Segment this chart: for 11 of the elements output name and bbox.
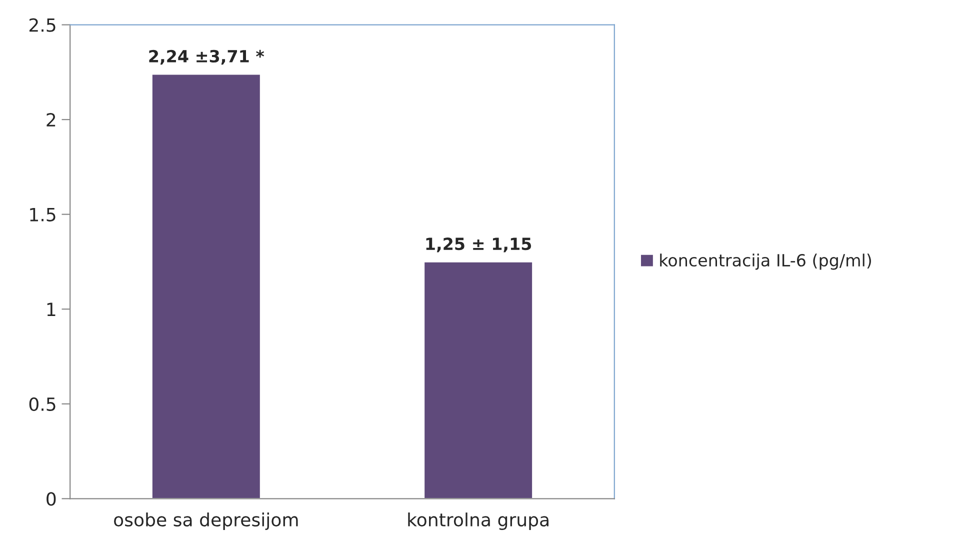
data-label: 2,24 ±3,71 *	[149, 50, 264, 65]
y-tick-label: 1	[47, 302, 56, 316]
legend-label: koncentracija IL-6 (pg/ml)	[660, 254, 871, 270]
x-tick-label: osobe sa depresijom	[114, 512, 298, 530]
x-tick-label: kontrolna grupa	[408, 512, 548, 530]
y-tick-label: 0.5	[29, 397, 56, 411]
y-tick-label: 1.5	[30, 208, 56, 222]
y-tick-label: 2	[46, 113, 56, 126]
y-tick-label: 0	[46, 492, 56, 506]
data-label: 1,25 ± 1,15	[426, 238, 532, 252]
y-tick-label: 2.5	[29, 18, 56, 32]
